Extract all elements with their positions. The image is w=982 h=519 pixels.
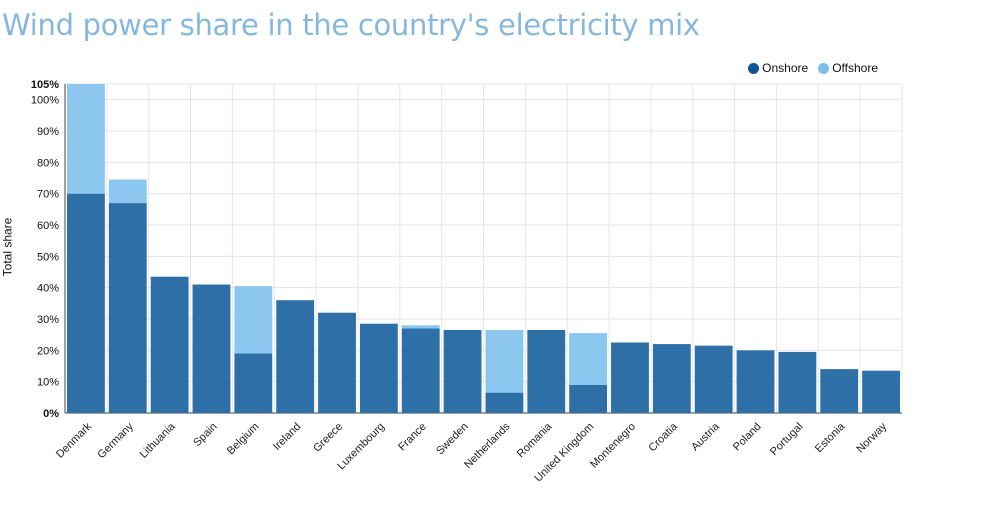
x-tick-label: Greece [311,421,345,455]
bar-offshore-denmark[interactable] [67,84,105,194]
bar-onshore-lithuania[interactable] [150,276,189,413]
x-tick-label: Lithuania [138,420,179,461]
y-tick-label: 50% [37,251,59,263]
bar-onshore-croatia[interactable] [652,344,691,413]
x-tick-label: Romania [515,420,555,460]
x-tick-label: Norway [854,420,889,455]
bar-onshore-norway[interactable] [862,370,900,413]
x-tick-label: Poland [731,421,764,454]
bar-offshore-belgium[interactable] [234,286,273,354]
chart-title: Wind power share in the country's electr… [2,8,700,42]
bar-onshore-belgium[interactable] [234,353,273,413]
bar-offshore-germany[interactable] [108,179,147,204]
bar-onshore-greece[interactable] [318,312,356,413]
y-tick-label: 40% [37,283,59,295]
legend-label-onshore: Onshore [762,61,809,75]
y-tick-label: 0% [43,408,59,420]
bar-onshore-sweden[interactable] [443,329,482,413]
y-tick-label: 90% [37,126,59,138]
bar-onshore-austria[interactable] [694,345,733,413]
bar-onshore-montenegro[interactable] [611,342,649,414]
x-tick-label: Croatia [646,420,680,454]
bar-onshore-france[interactable] [401,328,440,413]
legend-item-onshore[interactable]: Onshore [748,61,808,75]
bar-offshore-netherlands[interactable] [485,329,524,393]
bar-offshore-france[interactable] [401,325,440,329]
x-tick-label: Denmark [54,420,94,460]
x-tick-label: Estonia [813,420,848,455]
bar-onshore-estonia[interactable] [820,369,859,413]
x-tick-label: Netherlands [462,420,513,471]
x-tick-label: Portugal [768,421,805,458]
y-tick-label: 70% [37,189,59,201]
y-tick-label: 80% [37,157,59,169]
legend-item-offshore[interactable]: Offshore [818,61,878,75]
bar-onshore-netherlands[interactable] [485,392,524,413]
y-tick-label: 20% [37,345,59,357]
bar-onshore-poland[interactable] [736,350,775,413]
y-tick-label: 30% [37,314,59,326]
y-tick-label: 60% [37,220,59,232]
y-tick-label: 100% [31,95,59,107]
bar-onshore-portugal[interactable] [778,351,817,413]
bar-onshore-germany[interactable] [108,203,147,413]
x-tick-label: Sweden [434,421,471,458]
bar-onshore-romania[interactable] [527,329,566,413]
legend-label-offshore: Offshore [832,61,878,75]
x-tick-label: Ireland [271,421,303,453]
legend: Onshore Offshore [738,61,878,75]
bar-onshore-united-kingdom[interactable] [569,384,608,413]
bar-onshore-ireland[interactable] [276,300,315,413]
bar-onshore-denmark[interactable] [67,193,105,413]
y-tick-label: 105% [31,79,59,91]
bar-offshore-united-kingdom[interactable] [569,333,608,385]
onshore-swatch-icon [748,62,760,74]
x-tick-label: Spain [191,421,219,449]
x-tick-label: Germany [95,420,136,461]
x-tick-label: Montenegro [588,421,638,471]
x-tick-label: Belgium [225,421,262,458]
offshore-swatch-icon [818,62,830,74]
x-tick-label: France [396,421,429,454]
bar-onshore-spain[interactable] [192,284,231,413]
x-tick-label: Austria [689,420,722,453]
bar-onshore-luxembourg[interactable] [359,323,398,413]
y-tick-label: 10% [37,377,59,389]
